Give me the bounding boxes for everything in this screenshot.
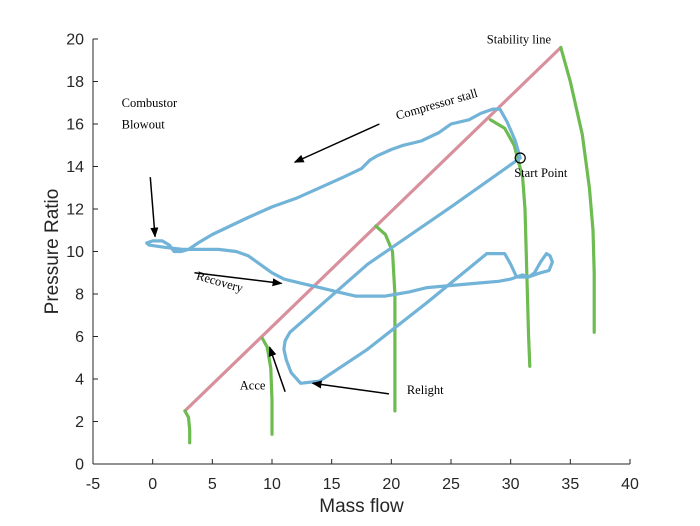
x-tick-label: 0 <box>148 476 157 493</box>
annotation-arrow <box>149 177 159 238</box>
series-line-1 <box>559 45 596 334</box>
x-tick-label: 30 <box>502 476 520 493</box>
series-line-4 <box>260 337 274 436</box>
y-tick-label: 6 <box>75 329 84 346</box>
annotation-label: Compressor stall <box>394 86 479 123</box>
annotation-label: Relight <box>407 383 444 397</box>
x-tick-label: 15 <box>323 476 341 493</box>
annotation-arrow <box>311 380 390 395</box>
x-tick-label: 35 <box>561 476 579 493</box>
annotation-arrow <box>194 272 283 287</box>
annotation-label: Acce <box>240 379 266 393</box>
data-series <box>145 45 596 445</box>
annotation-label: Recovery <box>195 269 246 296</box>
annotation-label: Start Point <box>514 166 568 180</box>
series-line-2 <box>488 118 532 368</box>
x-tick-label: 20 <box>382 476 400 493</box>
x-tick-label: 5 <box>208 476 217 493</box>
y-tick-label: 18 <box>66 74 84 91</box>
series-line-3 <box>374 224 397 413</box>
x-axis-title: Mass flow <box>319 496 404 517</box>
annotation-label: Combustor <box>122 96 178 110</box>
x-tick-label: -5 <box>86 476 100 493</box>
y-axis-title: Pressure Ratio <box>42 189 63 315</box>
annotation-label: Stability line <box>487 32 552 46</box>
y-tick-label: 8 <box>75 287 84 304</box>
series-line-6 <box>145 107 554 385</box>
start-point-marker <box>514 152 526 164</box>
x-tick-label: 25 <box>442 476 460 493</box>
y-tick-label: 2 <box>75 414 84 431</box>
y-tick-label: 16 <box>66 117 84 134</box>
y-tick-label: 4 <box>75 372 84 389</box>
series-line-0 <box>183 45 563 413</box>
annotation-label: Blowout <box>122 117 166 131</box>
y-tick-label: 0 <box>75 457 84 474</box>
x-tick-label: 40 <box>621 476 639 493</box>
y-tick-label: 20 <box>66 32 84 49</box>
y-tick-label: 12 <box>66 202 84 219</box>
annotation-arrow <box>293 123 380 163</box>
y-tick-label: 14 <box>66 159 84 176</box>
annotation-arrow <box>268 346 286 392</box>
series-line-5 <box>183 409 192 445</box>
x-tick-label: 10 <box>263 476 281 493</box>
annotation-arrows <box>149 123 390 395</box>
y-tick-label: 10 <box>66 244 84 261</box>
annotation-labels: Stability line Combustor Blowout Compressor… <box>122 32 568 397</box>
